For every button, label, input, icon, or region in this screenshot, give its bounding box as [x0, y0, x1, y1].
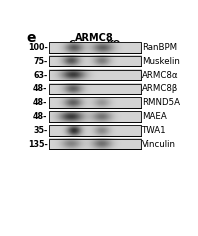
Text: KO: KO [106, 40, 120, 49]
Text: 135-: 135- [28, 139, 48, 149]
Text: ARMC8α: ARMC8α [142, 71, 179, 80]
Text: Muskelin: Muskelin [142, 57, 180, 66]
Text: 75-: 75- [33, 57, 48, 66]
Bar [49, 125, 141, 135]
Bar [49, 56, 141, 67]
Text: 100-: 100- [28, 43, 48, 52]
Text: MAEA: MAEA [142, 112, 167, 121]
Text: RanBPM: RanBPM [142, 43, 177, 52]
Text: TWA1: TWA1 [142, 126, 167, 135]
Text: C: C [68, 40, 75, 49]
Bar [49, 42, 141, 53]
Bar [49, 42, 141, 53]
Bar [49, 70, 141, 80]
Bar [49, 97, 141, 108]
Bar [49, 84, 141, 94]
Text: ARMC8: ARMC8 [75, 34, 114, 43]
Bar [49, 97, 141, 108]
Bar [49, 125, 141, 135]
Bar [49, 111, 141, 122]
Bar [49, 111, 141, 122]
Bar [49, 139, 141, 149]
Text: 48-: 48- [33, 112, 48, 121]
Bar [49, 84, 141, 94]
Text: 35-: 35- [33, 126, 48, 135]
Text: 48-: 48- [33, 98, 48, 107]
Text: e: e [26, 31, 36, 45]
Text: 48-: 48- [33, 84, 48, 93]
Text: 63-: 63- [33, 71, 48, 80]
Text: Vinculin: Vinculin [142, 139, 176, 149]
Text: ARMC8β: ARMC8β [142, 84, 178, 93]
Bar [49, 139, 141, 149]
Text: RMND5A: RMND5A [142, 98, 180, 107]
Bar [49, 56, 141, 67]
Bar [49, 70, 141, 80]
